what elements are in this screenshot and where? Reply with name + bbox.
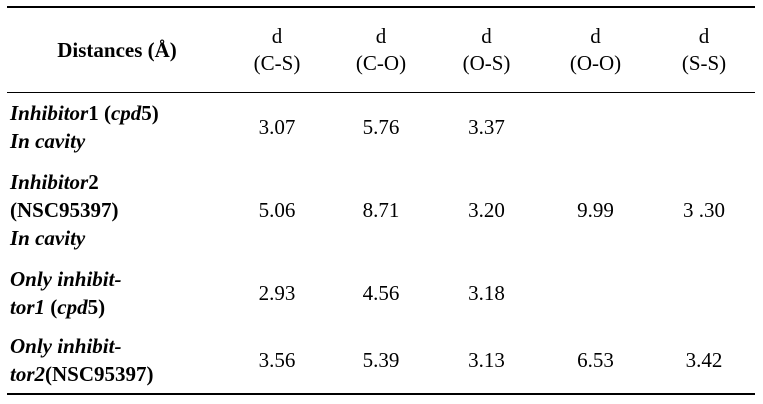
table-cell: 3.18 bbox=[468, 280, 505, 305]
column-header-bottom: (C-O) bbox=[355, 51, 407, 75]
table-cell bbox=[653, 93, 755, 162]
row-label-text: In cavity bbox=[10, 226, 86, 250]
table-cell: 8.71 bbox=[362, 197, 400, 222]
column-header-top: d bbox=[481, 24, 492, 48]
row-label-line: Only inhibit- bbox=[10, 265, 227, 293]
table-cell: 3.37 bbox=[468, 114, 505, 139]
column-header-bottom: (O-O) bbox=[569, 51, 622, 75]
table-cell: 2.93 bbox=[258, 280, 296, 305]
row-label-text: (NSC95397) bbox=[10, 198, 119, 222]
distance-table: Distances (Å) d (C-S) d (C-O) d (O-S) d … bbox=[7, 6, 755, 395]
row-label: Only inhibit-tor1 (cpd5) bbox=[7, 259, 227, 327]
row-label-text: (NSC95397) bbox=[45, 362, 154, 386]
row-label-text: cpd bbox=[57, 295, 88, 319]
table-row: Inhibitor2 (NSC95397) In cavity 5.06 8.71 … bbox=[7, 161, 755, 259]
column-header-o-o: d (O-O) bbox=[538, 7, 653, 93]
column-header-bottom: (C-S) bbox=[253, 51, 301, 75]
row-label-text: Inhibitor bbox=[10, 170, 89, 194]
row-label: Inhibitor2 (NSC95397) In cavity bbox=[7, 161, 227, 259]
column-header-c-s: d (C-S) bbox=[227, 7, 327, 93]
column-header-bottom: (S-S) bbox=[681, 51, 727, 75]
table-cell: 3.42 bbox=[685, 347, 723, 372]
row-label-text: tor2 bbox=[10, 362, 46, 386]
table-cell: 3.20 bbox=[468, 197, 505, 222]
column-header-c-o: d (C-O) bbox=[327, 7, 435, 93]
table-cell: 5.06 bbox=[258, 197, 296, 222]
table-cell bbox=[538, 93, 653, 162]
table-cell: 3.56 bbox=[258, 347, 296, 372]
row-label-line: Only inhibit- bbox=[10, 332, 227, 360]
row-label-text: cpd bbox=[110, 101, 142, 125]
row-label-text: tor1 bbox=[10, 295, 46, 319]
distance-table-container: Distances (Å) d (C-S) d (C-O) d (O-S) d … bbox=[7, 6, 755, 395]
table-cell: 5.76 bbox=[362, 114, 400, 139]
table-cell: 3.07 bbox=[258, 114, 296, 139]
row-label-text: 5) bbox=[87, 295, 106, 319]
row-label-line: In cavity bbox=[10, 224, 227, 252]
row-label-text: Inhibitor bbox=[10, 101, 89, 125]
column-header-top: d bbox=[698, 24, 710, 48]
header-title: Distances (Å) bbox=[57, 37, 177, 62]
table-cell bbox=[538, 259, 653, 327]
row-label-text: In cavity bbox=[10, 129, 86, 153]
row-label: Only inhibit-tor2(NSC95397) bbox=[7, 327, 227, 394]
row-label-line: Inhibitor2 bbox=[10, 168, 227, 196]
row-label-text: 1 ( bbox=[88, 101, 111, 125]
table-header-row: Distances (Å) d (C-S) d (C-O) d (O-S) d … bbox=[7, 7, 755, 93]
table-cell: 3.13 bbox=[468, 347, 505, 372]
column-header-top: d bbox=[271, 24, 283, 48]
row-label-text: Only inhibit- bbox=[10, 334, 122, 358]
row-label: Inhibitor1 (cpd5) In cavity bbox=[7, 93, 227, 162]
column-header-top: d bbox=[375, 24, 387, 48]
column-header-s-s: d (S-S) bbox=[653, 7, 755, 93]
table-row: Inhibitor1 (cpd5) In cavity 3.07 5.76 3.3… bbox=[7, 93, 755, 162]
row-label-text: 2 bbox=[88, 170, 99, 194]
column-header-top: d bbox=[590, 24, 601, 48]
row-label-line: tor2(NSC95397) bbox=[10, 360, 227, 388]
table-cell: 6.53 bbox=[577, 347, 614, 372]
row-label-text: ( bbox=[45, 295, 58, 319]
table-cell: 4.56 bbox=[362, 280, 400, 305]
table-row: Only inhibit-tor1 (cpd5) 2.93 4.56 3.18 bbox=[7, 259, 755, 327]
column-header-bottom: (O-S) bbox=[462, 51, 511, 75]
table-cell: 5.39 bbox=[362, 347, 400, 372]
table-cell: 9.99 bbox=[577, 197, 614, 222]
table-cell bbox=[653, 259, 755, 327]
table-row: Only inhibit-tor2(NSC95397) 3.56 5.39 3.… bbox=[7, 327, 755, 394]
row-label-line: tor1 (cpd5) bbox=[10, 293, 227, 321]
row-label-text: Only inhibit- bbox=[10, 267, 122, 291]
row-label-text: 5) bbox=[141, 101, 159, 125]
row-label-line: In cavity bbox=[10, 127, 227, 155]
row-label-line: (NSC95397) bbox=[10, 196, 227, 224]
row-label-line: Inhibitor1 (cpd5) bbox=[10, 99, 227, 127]
column-header-o-s: d (O-S) bbox=[435, 7, 538, 93]
table-cell: 3 .30 bbox=[683, 197, 725, 222]
